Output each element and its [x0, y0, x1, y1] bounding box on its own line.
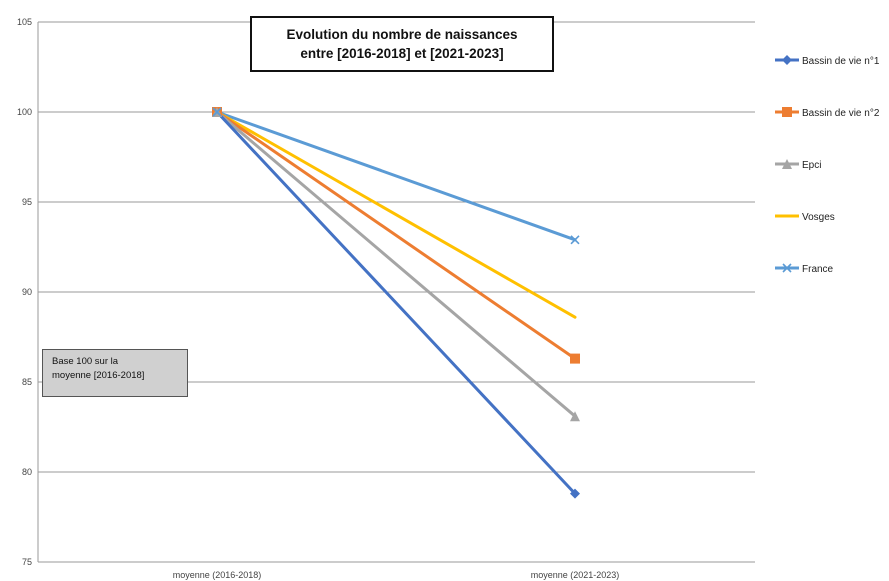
annotation-line-2: moyenne [2016-2018] — [52, 370, 145, 381]
series-5-point-1 — [212, 107, 222, 117]
series-line-4 — [215, 110, 577, 319]
y-axis-ticks: 75 80 85 90 95 100 105 — [17, 17, 32, 567]
legend-label-1: Bassin de vie n°1 — [802, 56, 880, 67]
y-tick-label-75: 75 — [22, 557, 32, 567]
x-tick-label-1: moyenne (2016-2018) — [173, 570, 262, 580]
chart-title-line-1: Evolution du nombre de naissances — [286, 27, 518, 42]
legend-swatch-marker-5 — [782, 263, 792, 273]
x-tick-label-2: moyenne (2021-2023) — [531, 570, 620, 580]
y-tick-label-90: 90 — [22, 287, 32, 297]
series-5-point-2-b — [570, 235, 580, 245]
base-annotation-box: Base 100 sur la moyenne [2016-2018] — [42, 349, 188, 397]
legend-swatch-marker-1 — [782, 55, 792, 65]
series-line-2 — [215, 110, 577, 361]
annotation-line-1: Base 100 sur la — [52, 356, 119, 367]
y-tick-label-80: 80 — [22, 467, 32, 477]
legend-label-3: Epci — [802, 160, 821, 171]
series-2-point-2 — [570, 353, 580, 364]
chart-title-box: Evolution du nombre de naissances entre … — [250, 16, 554, 72]
y-tick-label-95: 95 — [22, 197, 32, 207]
legend-label-5: France — [802, 264, 834, 275]
gridlines — [37, 21, 755, 563]
legend-label-2: Bassin de vie n°2 — [802, 108, 880, 119]
series-markers — [212, 107, 580, 499]
x-axis-ticks: moyenne (2016-2018) moyenne (2021-2023) — [173, 570, 620, 580]
series-line-5 — [215, 110, 577, 242]
legend-swatch-marker-5-b — [782, 263, 792, 273]
legend: Bassin de vie n°1 Bassin de vie n°2 Epci Vo… — [775, 55, 880, 275]
legend-label-4: Vosges — [802, 212, 835, 223]
series-3-point-2 — [570, 411, 580, 422]
series-line-1 — [215, 110, 577, 496]
series-1-point-2 — [570, 488, 580, 499]
y-tick-label-100: 100 — [17, 107, 32, 117]
series-5-point-1-b — [212, 107, 222, 117]
series-5-point-2 — [570, 235, 580, 245]
y-tick-label-105: 105 — [17, 17, 32, 27]
legend-swatch-marker-3 — [782, 159, 792, 169]
y-tick-label-85: 85 — [22, 377, 32, 387]
series-line-3 — [215, 110, 577, 418]
chart-title-line-2: entre [2016-2018] et [2021-2023] — [300, 46, 504, 61]
series-lines — [215, 110, 577, 496]
legend-swatch-marker-2 — [782, 107, 792, 117]
